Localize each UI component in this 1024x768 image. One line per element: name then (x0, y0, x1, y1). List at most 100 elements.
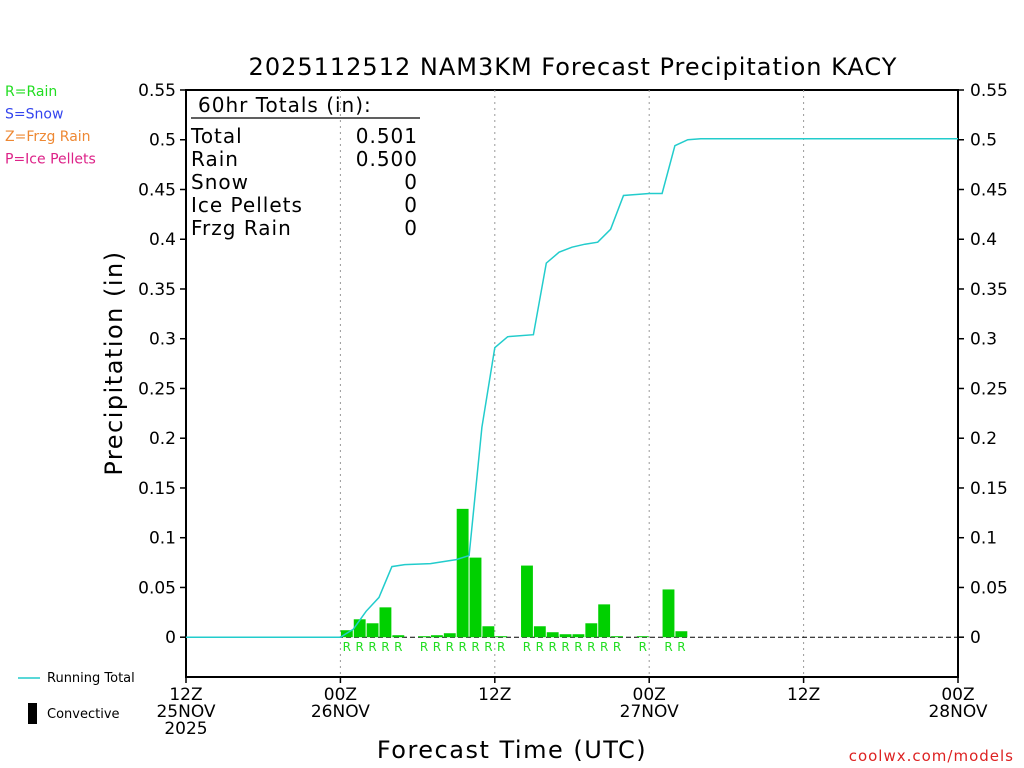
credit-text: coolwx.com/models (849, 747, 1014, 765)
precip-type-code: R (394, 640, 402, 654)
precip-type-legend-item: S=Snow (5, 107, 63, 123)
x-tick-label: 00Z (324, 685, 357, 705)
precip-type-code: R (381, 640, 389, 654)
precip-bar (636, 636, 649, 638)
y-axis-left: 0.55 0.5 0.45 0.4 0.35 0.3 0.25 0.2 0.15 0.1 0.05 0 (138, 81, 186, 648)
precip-type-legend-item: Z=Frzg Rain (5, 129, 91, 145)
legend-label: Running Total (47, 671, 135, 686)
y-tick-label-left: 0 (165, 628, 176, 648)
y-tick-label-left: 0.55 (138, 81, 176, 101)
y-tick-label-right: 0.05 (970, 578, 1008, 598)
totals-heading: 60hr Totals (in): (198, 93, 372, 117)
precip-type-code: R (587, 640, 595, 654)
y-axis-right: 0.55 0.5 0.45 0.4 0.35 0.3 0.25 0.2 0.15 0.1 0.05 0 (958, 81, 1008, 648)
precip-bar (430, 635, 443, 638)
precip-bar (456, 508, 469, 638)
y-tick-label-left: 0.25 (138, 379, 176, 399)
precip-type-code: R (536, 640, 544, 654)
y-tick-label-left: 0.05 (138, 578, 176, 598)
x-tick-label: 25NOV (156, 702, 215, 722)
y-tick-label-right: 0 (970, 628, 981, 648)
totals-box: 60hr Totals (in): Total 0.501 Rain 0.500 Sno… (190, 93, 420, 240)
x-tick-label: 00Z (633, 685, 666, 705)
precip-bar (572, 634, 585, 638)
totals-row-value: 0 (404, 193, 418, 217)
precip-type-code: R (368, 640, 376, 654)
precip-bar (662, 589, 675, 638)
x-tick-label: 00Z (941, 685, 974, 705)
plot-frame (185, 89, 959, 678)
totals-row-label: Rain (191, 147, 239, 171)
totals-row-label: Total (190, 124, 243, 148)
y-tick-label-right: 0.5 (970, 131, 997, 151)
y-tick-label-left: 0.4 (149, 230, 176, 250)
chart-title: 2025112512 NAM3KM Forecast Precipitation… (249, 53, 898, 81)
precip-type-code: R (639, 640, 647, 654)
precip-bar (546, 632, 559, 638)
precip-type-code: R (433, 640, 441, 654)
precip-type-legend-item: P=Ice Pellets (5, 152, 96, 168)
precip-type-code: R (420, 640, 428, 654)
y-tick-label-left: 0.5 (149, 131, 176, 151)
y-tick-label-right: 0.3 (970, 330, 997, 350)
y-tick-label-right: 0.4 (970, 230, 997, 250)
precip-bar (495, 636, 508, 638)
precip-type-code: R (356, 640, 364, 654)
x-axis-title: Forecast Time (UTC) (377, 736, 647, 764)
y-tick-label-right: 0.55 (970, 81, 1008, 101)
running-total-line (186, 138, 958, 638)
y-axis-title: Precipitation (in) (100, 250, 128, 475)
totals-row-label: Snow (191, 170, 249, 194)
x-tick-label: 27NOV (620, 702, 679, 722)
precip-type-code: R (664, 640, 672, 654)
totals-row-value: 0 (404, 216, 418, 240)
y-tick-label-left: 0.3 (149, 330, 176, 350)
precip-type-code: R (549, 640, 557, 654)
precip-bar (392, 635, 405, 638)
precip-type-code: R (446, 640, 454, 654)
precip-type-code: R (471, 640, 479, 654)
series-legend: Running Total Convective (18, 671, 135, 724)
precip-type-code: R (523, 640, 531, 654)
x-tick-label: 2025 (164, 719, 207, 739)
x-tick-label: 12Z (478, 685, 511, 705)
precip-bar (598, 604, 611, 638)
precip-bar (418, 636, 430, 638)
y-tick-label-right: 0.2 (970, 429, 997, 449)
precip-bar (533, 626, 546, 638)
precip-bar (443, 633, 456, 638)
x-tick-label: 12Z (787, 685, 820, 705)
precip-type-legend-item: R=Rain (5, 84, 57, 100)
y-tick-label-right: 0.1 (970, 529, 997, 549)
precip-bar (521, 565, 533, 638)
totals-row-value: 0 (404, 170, 418, 194)
y-tick-label-right: 0.15 (970, 479, 1008, 499)
precip-bar (469, 557, 482, 638)
totals-row-value: 0.500 (356, 147, 418, 171)
precip-bar (559, 634, 572, 638)
x-tick-label: 28NOV (928, 702, 987, 722)
precip-type-code: R (613, 640, 621, 654)
legend-label: Convective (47, 707, 120, 722)
totals-row-label: Frzg Rain (191, 216, 292, 240)
totals-row-label: Ice Pellets (191, 193, 303, 217)
y-tick-label-right: 0.25 (970, 379, 1008, 399)
precip-bar (379, 607, 392, 638)
precip-bar (675, 631, 688, 638)
y-tick-label-right: 0.35 (970, 280, 1008, 300)
precip-bar (611, 636, 623, 638)
precip-type-code: R (458, 640, 466, 654)
precip-type-code: R (497, 640, 505, 654)
precip-bar (353, 619, 366, 638)
precip-bar (585, 623, 598, 638)
y-tick-label-left: 0.35 (138, 280, 176, 300)
precip-type-code: R (484, 640, 492, 654)
y-tick-label-right: 0.45 (970, 180, 1008, 200)
precip-type-code: R (677, 640, 685, 654)
y-tick-label-left: 0.2 (149, 429, 176, 449)
totals-row-value: 0.501 (356, 124, 418, 148)
hourly-precip-bars (340, 508, 688, 638)
